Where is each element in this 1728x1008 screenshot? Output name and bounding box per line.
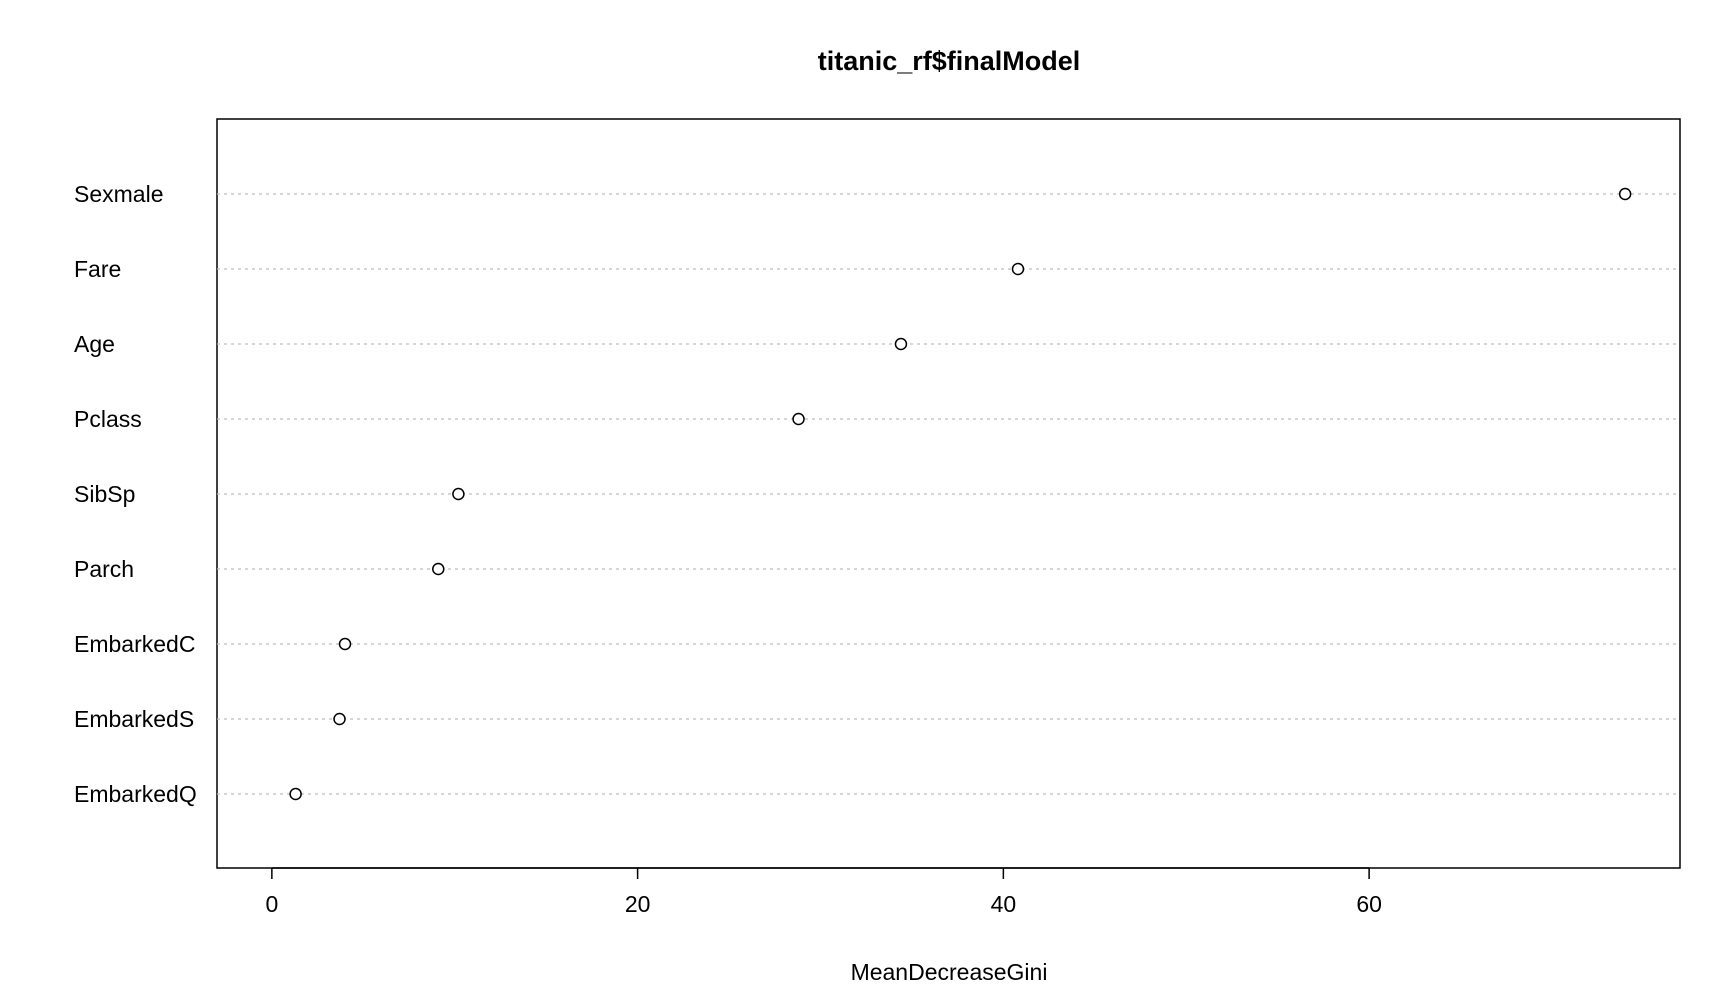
category-label: Fare: [74, 256, 121, 282]
category-label: Sexmale: [74, 181, 163, 207]
data-point: [432, 562, 445, 576]
category-label: EmbarkedC: [74, 631, 195, 657]
grid-lines: [217, 193, 1680, 795]
data-point: [1618, 187, 1632, 201]
data-point: [452, 487, 465, 501]
data-points: [289, 187, 1632, 801]
x-tick-label: 0: [265, 891, 278, 917]
category-label: Pclass: [74, 406, 142, 432]
category-label: EmbarkedS: [74, 706, 194, 732]
data-point: [894, 337, 908, 351]
x-tick-label: 40: [991, 891, 1017, 917]
chart-title: titanic_rf$finalModel: [818, 46, 1081, 76]
category-labels: Sexmale Fare Age Pclass SibSp Parch EmbarkedC E…: [74, 181, 197, 807]
category-label: EmbarkedQ: [74, 781, 197, 807]
x-tick-label: 20: [625, 891, 651, 917]
data-point: [792, 412, 805, 426]
data-point: [1011, 262, 1025, 276]
x-axis-label: MeanDecreaseGini: [851, 959, 1048, 985]
x-tick-label: 60: [1356, 891, 1382, 917]
x-axis: 0 20 40 60: [265, 867, 1382, 917]
category-label: Parch: [74, 556, 134, 582]
category-label: SibSp: [74, 481, 135, 507]
data-point: [338, 637, 352, 651]
category-label: Age: [74, 331, 115, 357]
data-point: [333, 712, 346, 726]
data-point: [289, 787, 302, 801]
